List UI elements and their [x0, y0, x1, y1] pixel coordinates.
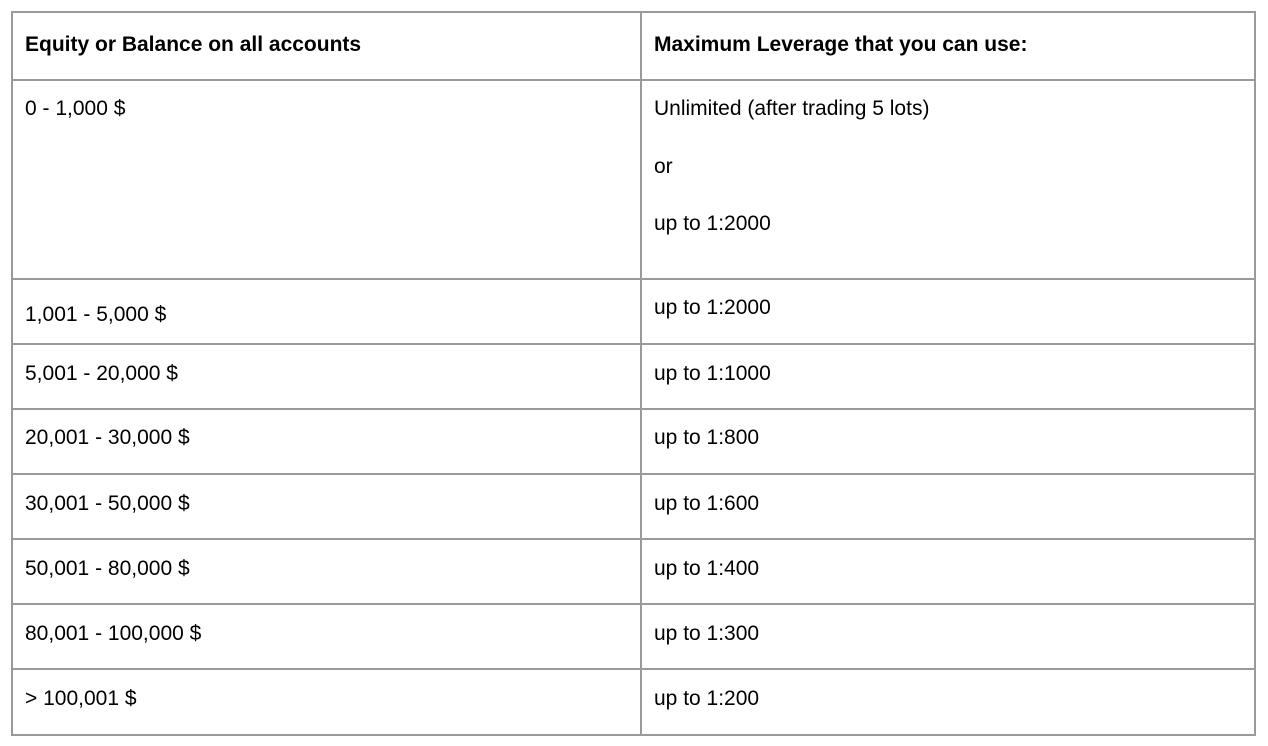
leverage-cell: up to 1:300 — [640, 603, 1256, 670]
leverage-cell: up to 1:400 — [640, 538, 1256, 605]
leverage-line: up to 1:2000 — [654, 212, 771, 235]
leverage-cell: Unlimited (after trading 5 lots) or up t… — [640, 79, 1256, 280]
leverage-cell: up to 1:800 — [640, 408, 1256, 475]
equity-cell: 5,001 - 20,000 $ — [11, 343, 642, 410]
equity-cell: 1,001 - 5,000 $ — [11, 278, 642, 345]
equity-cell: 0 - 1,000 $ — [11, 79, 642, 280]
header-row: Equity or Balance on all accounts Maximu… — [11, 11, 1256, 81]
leverage-line: or — [654, 155, 673, 178]
leverage-cell: up to 1:200 — [640, 668, 1256, 736]
leverage-line: Unlimited (after trading 5 lots) — [654, 97, 930, 120]
equity-cell: 50,001 - 80,000 $ — [11, 538, 642, 605]
header-equity: Equity or Balance on all accounts — [11, 11, 642, 81]
table-row: 1,001 - 5,000 $ up to 1:2000 — [11, 278, 1256, 345]
table-row: 5,001 - 20,000 $ up to 1:1000 — [11, 343, 1256, 410]
leverage-cell: up to 1:600 — [640, 473, 1256, 540]
equity-cell: 30,001 - 50,000 $ — [11, 473, 642, 540]
equity-cell: > 100,001 $ — [11, 668, 642, 736]
leverage-table: Equity or Balance on all accounts Maximu… — [11, 11, 1256, 736]
table-row: 20,001 - 30,000 $ up to 1:800 — [11, 408, 1256, 475]
header-leverage: Maximum Leverage that you can use: — [640, 11, 1256, 81]
equity-cell: 80,001 - 100,000 $ — [11, 603, 642, 670]
table-row: 30,001 - 50,000 $ up to 1:600 — [11, 473, 1256, 540]
leverage-cell: up to 1:2000 — [640, 278, 1256, 345]
equity-text: 0 - 1,000 $ — [25, 97, 126, 120]
equity-cell: 20,001 - 30,000 $ — [11, 408, 642, 475]
table-row: 0 - 1,000 $ Unlimited (after trading 5 l… — [11, 79, 1256, 280]
leverage-cell: up to 1:1000 — [640, 343, 1256, 410]
table-row: 50,001 - 80,000 $ up to 1:400 — [11, 538, 1256, 605]
table-row: 80,001 - 100,000 $ up to 1:300 — [11, 603, 1256, 670]
table-row: > 100,001 $ up to 1:200 — [11, 668, 1256, 736]
